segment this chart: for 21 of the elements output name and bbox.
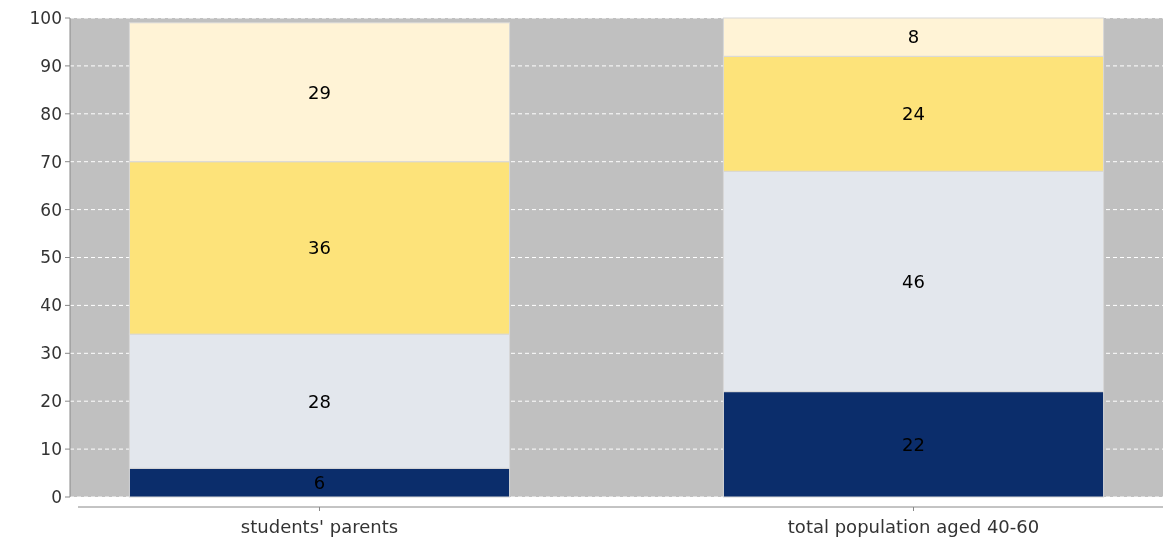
x-tick-label: students' parents — [240, 516, 399, 537]
y-tick-label: 100 — [29, 7, 62, 28]
y-tick-label: 80 — [40, 103, 62, 124]
y-tick-label: 40 — [40, 295, 62, 316]
x-tick-label: total population aged 40-60 — [787, 516, 1040, 537]
data-label: 28 — [308, 390, 331, 412]
y-tick-label: 90 — [40, 55, 62, 76]
y-tick-label: 20 — [40, 391, 62, 412]
y-tick-label: 70 — [40, 151, 62, 172]
data-label: 29 — [308, 81, 331, 103]
data-label: 24 — [902, 103, 925, 125]
data-label: 22 — [902, 433, 925, 455]
y-tick-label: 10 — [40, 439, 62, 460]
y-tick-label: 30 — [40, 343, 62, 364]
data-label: 6 — [313, 471, 326, 493]
data-label: 46 — [902, 270, 925, 292]
y-tick-label: 50 — [40, 247, 62, 268]
data-label: 36 — [308, 237, 331, 259]
data-label: 8 — [907, 26, 920, 48]
y-tick-label: 0 — [51, 486, 62, 507]
y-tick-label: 60 — [40, 199, 62, 220]
